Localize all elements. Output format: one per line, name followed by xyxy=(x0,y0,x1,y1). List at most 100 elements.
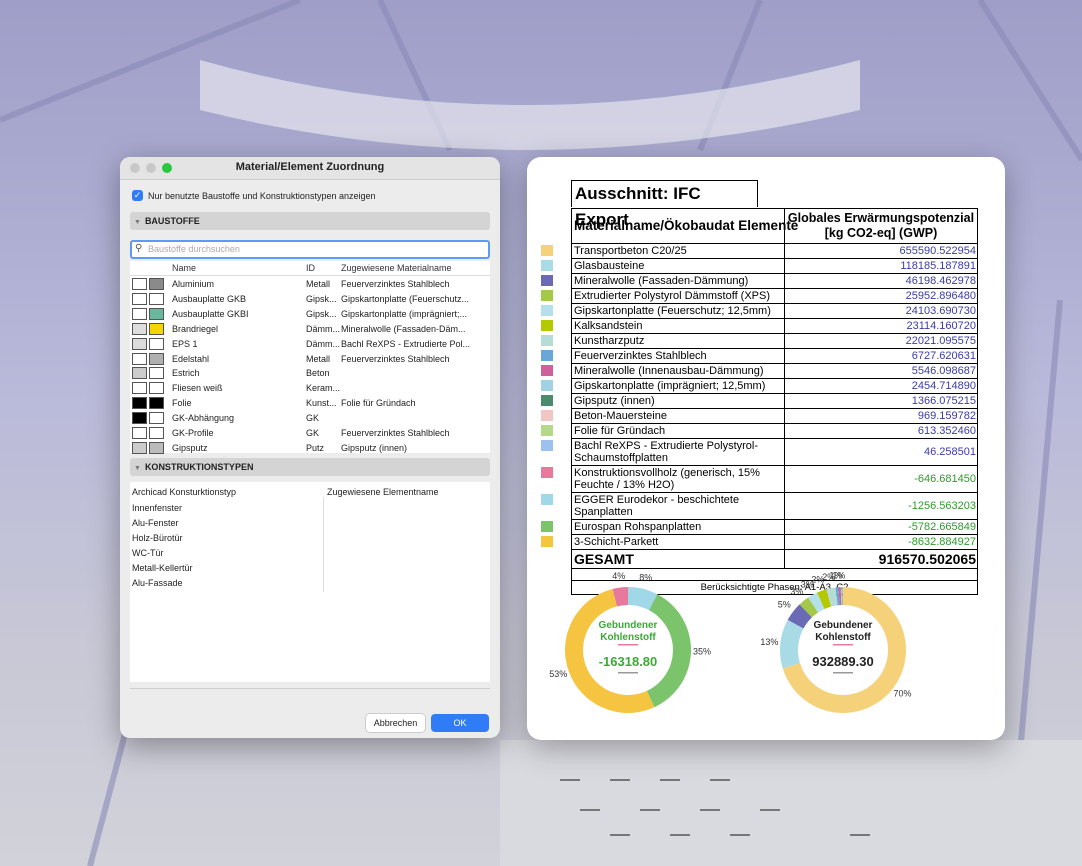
close-button[interactable] xyxy=(130,163,140,173)
percent-label: 13% xyxy=(760,637,778,647)
material-name: Mineralwolle (Fassaden-Dämmung) xyxy=(572,274,785,288)
material-id: Beton xyxy=(306,368,330,379)
checkbox[interactable]: ✓ xyxy=(132,190,143,201)
material-row[interactable]: Edelstahl Metall Feuerverzinktes Stahlblec… xyxy=(130,352,490,366)
material-name: Kalksandstein xyxy=(572,319,785,333)
color-swatch xyxy=(541,521,553,532)
material-id: Metall xyxy=(306,353,331,364)
divider xyxy=(618,644,638,646)
types-table: Archicad Konsturktionstyp Zugewiesene Ele… xyxy=(130,482,490,682)
ok-button[interactable]: OK xyxy=(431,714,489,732)
material-name: Ausbauplatte GKB xyxy=(172,293,247,304)
type-row[interactable]: Metall-Kellertür xyxy=(132,563,193,573)
material-row[interactable]: Folie Kunst... Folie für Gründach xyxy=(130,396,490,410)
dialog: Material/Element Zuordnung ✓ Nur benutzt… xyxy=(120,157,500,738)
material-swatch xyxy=(149,441,164,454)
material-name: Bachl ReXPS - Extrudierte Polystyrol-Sch… xyxy=(572,439,785,465)
material-row[interactable]: Brandriegel Dämm... Mineralwolle (Fassaden… xyxy=(130,322,490,336)
material-swatch xyxy=(149,278,164,290)
zoom-button[interactable] xyxy=(162,163,172,173)
gwp-row: Extrudierter Polystyrol Dämmstoff (XPS) 2… xyxy=(541,289,978,304)
material-name: Folie für Gründach xyxy=(572,424,785,438)
material-name: Gipskartonplatte (Feuerschutz; 12,5mm) xyxy=(572,304,785,318)
color-swatch xyxy=(541,275,553,286)
table-header: Materialname/Ökobaudat Elemente Globales … xyxy=(571,209,978,244)
gwp-value: 24103.690730 xyxy=(905,305,976,317)
type-row[interactable]: Alu-Fassade xyxy=(132,578,183,588)
center-title: Kohlenstoff xyxy=(600,632,656,643)
material-row[interactable]: Ausbauplatte GKB Gipsk... Gipskartonplatte… xyxy=(130,292,490,306)
material-row[interactable]: Gipsputz Putz Gipsputz (innen) xyxy=(130,441,490,455)
assigned-material: Gipskartonplatte (imprägniert;... xyxy=(341,308,468,319)
material-id: Keram... xyxy=(306,383,341,394)
gwp-table: Materialname/Ökobaudat Elemente Globales … xyxy=(541,208,978,595)
gwp-value: 655590.522954 xyxy=(899,245,976,257)
total-row: GESAMT 916570.502065 xyxy=(571,550,978,569)
material-name: Brandriegel xyxy=(172,323,219,334)
search-field[interactable]: ⚲ Baustoffe durchsuchen xyxy=(130,240,490,259)
total-value: 916570.502065 xyxy=(878,551,976,567)
donut-segment xyxy=(838,587,842,606)
donut-segment xyxy=(565,588,655,713)
phases: Berücksichtigte Phasen: A1-A3, C2 xyxy=(571,581,978,595)
section-header[interactable]: ▼ KONSTRUKTIONSTYPEN xyxy=(130,458,490,476)
column-header: ID xyxy=(306,263,315,273)
material-swatch xyxy=(149,352,164,365)
minimize-button[interactable] xyxy=(146,163,156,173)
gwp-row: Kunstharzputz 22021.095575 xyxy=(541,334,978,349)
search-placeholder: Baustoffe durchsuchen xyxy=(148,244,240,254)
gwp-value: 969.159782 xyxy=(917,410,976,422)
donut-segment xyxy=(628,587,658,611)
material-swatch xyxy=(149,382,164,395)
material-id: Gipsk... xyxy=(306,308,337,319)
percent-label: 2% xyxy=(822,572,835,582)
assigned-material: Bachl ReXPS - Extrudierte Pol... xyxy=(341,338,471,349)
donut-segment xyxy=(799,597,819,618)
material-row[interactable]: EPS 1 Dämm... Bachl ReXPS - Extrudierte Po… xyxy=(130,337,490,351)
color-swatch xyxy=(541,410,553,421)
gwp-value: 22021.095575 xyxy=(905,335,976,347)
material-name: GK-Abhängung xyxy=(172,413,235,424)
gwp-value: 46198.462978 xyxy=(905,275,976,287)
material-name: Kunstharzputz xyxy=(572,334,785,348)
material-row[interactable]: Aluminium Metall Feuerverzinktes Stahlblec… xyxy=(130,277,490,291)
center-title: Kohlenstoff xyxy=(815,632,871,643)
gwp-value: 2454.714890 xyxy=(911,380,976,392)
gwp-value: 1366.075215 xyxy=(911,395,976,407)
type-row[interactable]: Innenfenster xyxy=(132,503,183,513)
material-swatch xyxy=(132,412,147,425)
material-swatch xyxy=(132,322,147,335)
type-row[interactable]: Alu-Fenster xyxy=(132,518,179,528)
checkbox-label: Nur benutzte Baustoffe und Konstruktions… xyxy=(148,191,376,201)
assigned-material: Feuerverzinktes Stahlblech xyxy=(341,279,450,289)
header-line: Globales Erwärmungspotenzial xyxy=(787,211,975,225)
section-header[interactable]: ▼ BAUSTOFFE xyxy=(130,212,490,230)
gwp-value: 23114.160720 xyxy=(906,320,976,332)
divider xyxy=(618,672,638,674)
color-swatch xyxy=(541,305,553,316)
materials-table: Name ID Zugewiesene Materialname Aluminium M… xyxy=(130,261,490,455)
gwp-row: Mineralwolle (Fassaden-Dämmung) 46198.462… xyxy=(541,274,978,289)
material-row[interactable]: GK-Profile GK Feuerverzinktes Stahlblech xyxy=(130,426,490,440)
material-id: Putz xyxy=(306,442,325,453)
type-row[interactable]: WC-Tür xyxy=(132,548,164,558)
material-name: Edelstahl xyxy=(172,353,210,364)
gwp-value: 6727.620631 xyxy=(911,350,976,362)
assigned-material: Mineralwolle (Fassaden-Däm... xyxy=(341,323,466,334)
type-row[interactable]: Holz-Bürotür xyxy=(132,533,183,543)
gwp-row: Eurospan Rohspanplatten -5782.665849 xyxy=(541,520,978,535)
material-row[interactable]: Fliesen weiß Keram... xyxy=(130,381,490,395)
center-value: 932889.30 xyxy=(812,654,873,669)
gwp-row: 3-Schicht-Parkett -8632.884927 xyxy=(541,535,978,550)
material-swatch xyxy=(149,337,164,350)
material-name: Konstruktionsvollholz (generisch, 15% Fe… xyxy=(572,466,785,492)
cancel-button[interactable]: Abbrechen xyxy=(366,714,425,732)
donut-segment xyxy=(840,587,843,606)
material-row[interactable]: Estrich Beton xyxy=(130,366,490,380)
material-row[interactable]: Ausbauplatte GKBI Gipsk... Gipskartonplatt… xyxy=(130,307,490,321)
material-id: Dämm... xyxy=(306,323,341,334)
ifc-export-panel: Ausschnitt: IFC Export Materialname/Ökob… xyxy=(527,157,1005,740)
material-name: Beton-Mauersteine xyxy=(572,409,785,423)
column-header: Archicad Konsturktionstyp xyxy=(132,487,237,497)
material-row[interactable]: GK-Abhängung GK xyxy=(130,411,490,425)
